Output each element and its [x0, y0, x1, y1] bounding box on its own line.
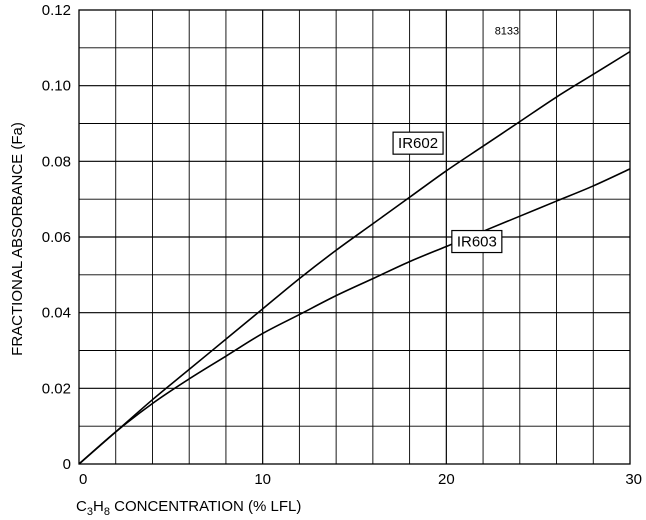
series-curves	[78, 50, 631, 465]
y-tick-label: 0.12	[42, 2, 71, 19]
series-label-box	[392, 131, 444, 155]
x-tick-label: 20	[438, 471, 455, 488]
x-axis-title-c: C	[76, 498, 87, 515]
y-tick-label: 0	[63, 456, 71, 473]
y-tick-labels: 0 0.02 0.04 0.06 0.08 0.10 0.12	[42, 2, 71, 473]
x-axis-title: C3H8 CONCENTRATION (% LFL)	[76, 498, 301, 518]
x-tick-label: 0	[79, 471, 87, 488]
y-tick-label: 0.06	[42, 229, 71, 246]
x-axis-title-rest: CONCENTRATION (% LFL)	[110, 498, 301, 515]
y-tick-label: 0.02	[42, 380, 71, 397]
series-line-ir602	[78, 50, 631, 465]
series-label-ir603: IR603	[451, 229, 503, 254]
figure-id: 8133	[495, 26, 519, 38]
series-label-text: IR603	[457, 234, 497, 251]
series-label-box	[451, 229, 503, 254]
x-tick-label: 10	[254, 471, 271, 488]
x-tick-label: 30	[625, 471, 642, 488]
x-axis-title-h: H	[93, 498, 104, 515]
series-line-ir603	[78, 168, 631, 465]
y-tick-label: 0.04	[42, 305, 71, 322]
plot-frame	[78, 9, 631, 465]
y-tick-label: 0.08	[42, 153, 71, 170]
series-labels: IR602 IR603	[392, 131, 503, 254]
x-axis-title-sub2: 8	[104, 506, 110, 518]
y-axis-title: FRACTIONAL ABSORBANCE (Fa)	[9, 122, 26, 356]
grid-lines	[79, 10, 630, 464]
series-label-ir602: IR602	[392, 131, 444, 155]
x-tick-labels: 0 10 20 30	[79, 471, 642, 488]
x-axis-title-sub1: 3	[87, 506, 93, 518]
y-tick-label: 0.10	[42, 78, 71, 95]
series-label-text: IR602	[398, 135, 438, 152]
